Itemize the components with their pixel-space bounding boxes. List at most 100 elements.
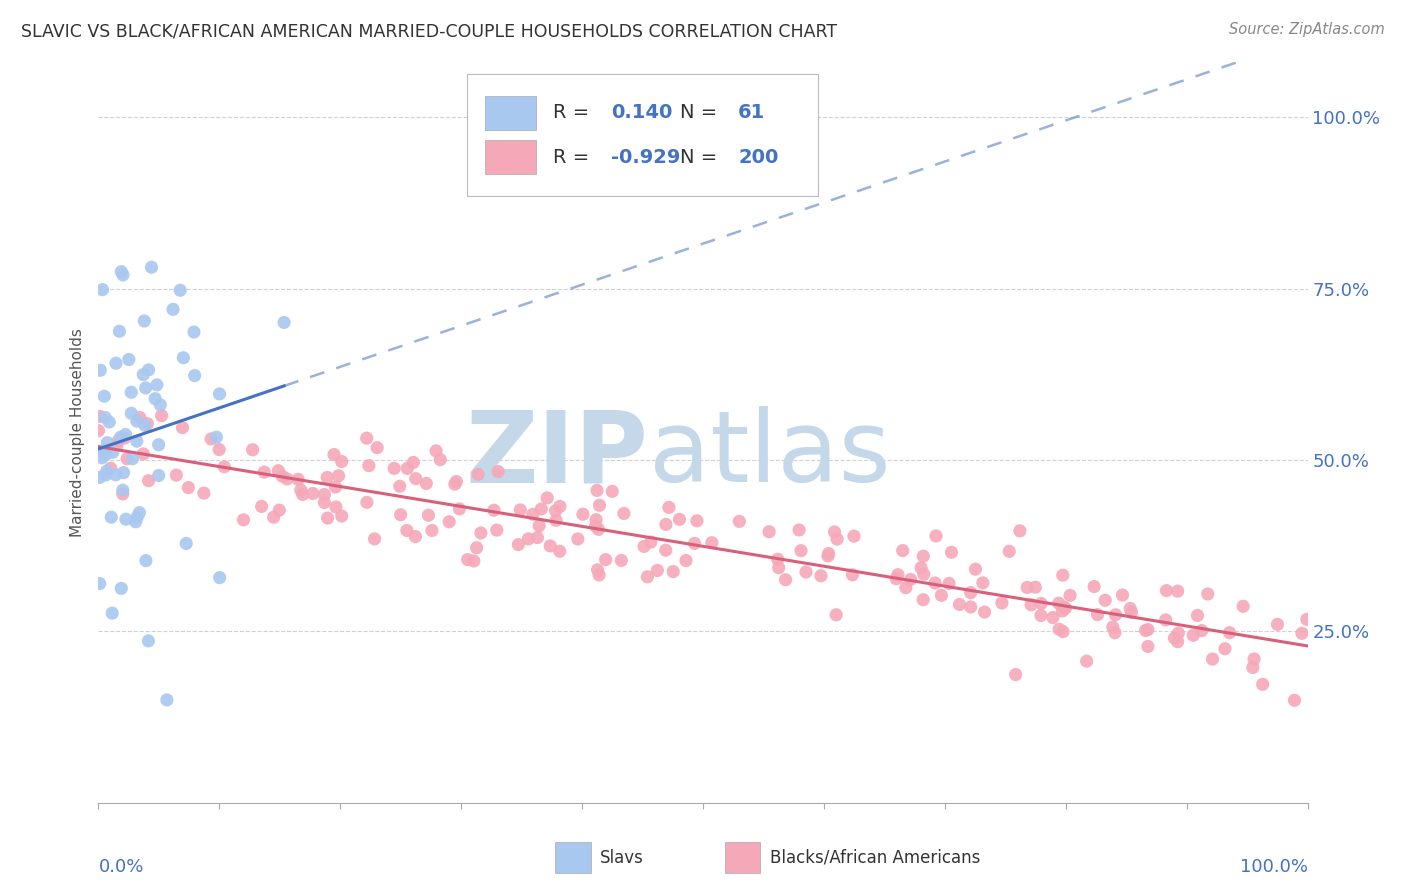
Point — [135, 554, 157, 568]
Point — [118, 352, 141, 367]
Point — [655, 517, 678, 532]
Point — [1052, 604, 1074, 618]
Point — [316, 470, 339, 484]
Point — [111, 268, 134, 282]
Point — [250, 500, 273, 514]
Point — [183, 368, 205, 383]
Point — [115, 512, 138, 526]
Point — [110, 582, 132, 596]
Point — [1291, 626, 1313, 640]
Point — [330, 454, 353, 468]
Point — [588, 522, 610, 536]
Point — [111, 483, 134, 498]
Point — [1087, 607, 1109, 622]
Point — [991, 596, 1014, 610]
Point — [316, 511, 339, 525]
Point — [640, 535, 662, 549]
Point — [150, 409, 173, 423]
Text: N =: N = — [681, 148, 724, 167]
Point — [959, 599, 981, 614]
Point — [530, 502, 553, 516]
Point — [125, 414, 148, 428]
Point — [1111, 588, 1133, 602]
Point — [1163, 631, 1185, 645]
Point — [891, 543, 914, 558]
Point — [115, 451, 138, 466]
Point — [775, 573, 797, 587]
Point — [425, 443, 447, 458]
Point — [1197, 587, 1219, 601]
Point — [135, 381, 157, 395]
Point — [127, 510, 149, 524]
Point — [973, 605, 995, 619]
Point — [323, 448, 346, 462]
Point — [120, 406, 142, 420]
Point — [269, 503, 291, 517]
Point — [1054, 601, 1077, 615]
Point — [404, 530, 426, 544]
Point — [1243, 652, 1265, 666]
Point — [271, 469, 294, 483]
Point — [395, 524, 418, 538]
Point — [214, 459, 236, 474]
Point — [290, 483, 312, 497]
Point — [668, 512, 690, 526]
Point — [526, 531, 548, 545]
Point — [508, 538, 530, 552]
Point — [938, 576, 960, 591]
Point — [912, 567, 935, 582]
Point — [121, 451, 143, 466]
FancyBboxPatch shape — [555, 842, 591, 873]
Text: 200: 200 — [738, 148, 779, 167]
Point — [941, 545, 963, 559]
Point — [1042, 610, 1064, 624]
Point — [98, 415, 121, 429]
Point — [208, 387, 231, 401]
Point — [842, 529, 865, 543]
Text: Blacks/African Americans: Blacks/African Americans — [769, 848, 980, 867]
Point — [172, 351, 194, 365]
Point — [1104, 625, 1126, 640]
Point — [1295, 612, 1317, 626]
Point — [1167, 634, 1189, 648]
Point — [588, 568, 610, 582]
Point — [595, 552, 617, 566]
Point — [1052, 624, 1074, 639]
Point — [675, 553, 697, 567]
Point — [1059, 588, 1081, 602]
Point — [330, 509, 353, 524]
Point — [89, 409, 111, 424]
Point — [94, 410, 117, 425]
Point — [633, 540, 655, 554]
Point — [91, 450, 114, 465]
Point — [94, 448, 117, 462]
Point — [1267, 617, 1289, 632]
Point — [572, 507, 595, 521]
Text: 0.140: 0.140 — [612, 103, 672, 122]
Point — [94, 443, 117, 458]
Point — [486, 465, 509, 479]
Point — [328, 468, 350, 483]
Point — [536, 491, 558, 505]
Point — [363, 532, 385, 546]
Point — [1104, 607, 1126, 622]
Point — [1136, 640, 1159, 654]
Point — [910, 560, 932, 574]
Point — [138, 363, 160, 377]
Point — [1076, 654, 1098, 668]
Point — [585, 519, 607, 533]
Point — [114, 431, 136, 445]
Text: SLAVIC VS BLACK/AFRICAN AMERICAN MARRIED-COUPLE HOUSEHOLDS CORRELATION CHART: SLAVIC VS BLACK/AFRICAN AMERICAN MARRIED… — [21, 22, 837, 40]
Point — [356, 431, 378, 445]
Point — [418, 508, 440, 523]
Point — [485, 523, 508, 537]
Point — [527, 518, 550, 533]
Point — [887, 567, 910, 582]
Point — [548, 544, 571, 558]
Point — [134, 314, 156, 328]
Point — [169, 283, 191, 297]
Text: atlas: atlas — [648, 407, 890, 503]
Point — [253, 465, 276, 479]
Point — [884, 572, 907, 586]
Point — [93, 389, 115, 403]
